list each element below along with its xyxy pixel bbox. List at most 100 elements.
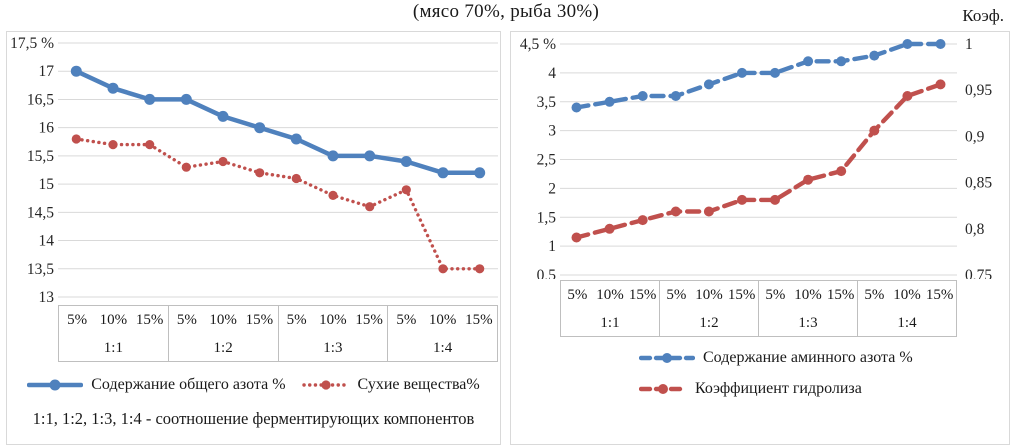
data-point-marker [836,166,847,177]
y-axis-tick-label: 13 [39,289,55,304]
left-chart-plot-area: 17,5 % 17 16,5 16 15,5 15 14,5 14 13,5 13 [10,35,498,304]
right-chart-plot-area: 4,5 % 4 3,5 3 2,5 2 1,5 1 0,5 1 0,95 0,9 0,85 0,8 0,75 [520,36,993,279]
y-axis-tick-label: 2,5 [537,152,557,169]
data-point-marker [770,194,780,205]
right-chart-legend: Содержание аминного азота % Коэффициент … [639,349,913,398]
data-point-marker [401,185,411,195]
subcategory-label: 15% [245,312,274,328]
category-group-column: 5% 10% 15% 1:4 [857,281,956,336]
subcategory-label: 15% [925,287,954,303]
legend-label: Сухие вещества% [357,376,480,393]
data-point-marker [218,156,228,167]
data-point-marker [902,39,913,49]
y-axis-tick-label: 13,5 [27,261,54,278]
data-point-marker [437,167,449,179]
legend-label: Содержание аминного азота % [703,349,913,366]
data-point-marker [737,67,747,78]
subcategory-label: 15% [727,287,756,303]
subcategory-label: 15% [135,312,164,328]
data-point-marker [475,264,485,274]
subcategory-label: 5% [666,287,687,303]
data-point-marker [400,156,412,167]
subcategory-label: 5% [396,312,417,328]
y-axis-tick-label: 15 [39,176,55,193]
data-point-marker [365,202,375,212]
legend-label: Содержание общего азота % [91,376,286,393]
y-axis-tick-label: 1,5 [537,209,557,226]
data-point-marker [254,122,266,134]
y-axis-tick-label: 2 [548,180,556,197]
data-point-marker [737,194,747,205]
y-axis-tick-label: 4 [548,65,556,82]
data-point-marker [703,206,714,217]
data-point-marker [670,206,681,217]
data-point-marker [144,93,156,105]
category-group-column: 5% 10% 15% 1:2 [167,306,278,361]
group-label: 1:2 [699,314,719,331]
data-point-marker [291,173,301,184]
category-group-column: 5% 10% 15% 1:1 [59,306,168,361]
data-point-marker [869,50,880,61]
subcategory-label: 5% [286,312,307,328]
data-point-marker [438,264,448,274]
subcategory-label: 10% [794,287,822,303]
data-point-marker [604,96,615,107]
data-point-marker [290,133,302,145]
data-point-marker [770,67,780,78]
chart-title: (мясо 70%, рыба 30%) [412,1,600,22]
series-line [74,137,482,271]
line-sample-icon [301,380,350,390]
data-point-marker [637,91,648,101]
y-axis-tick-label: 16 [39,120,55,137]
data-point-marker [180,93,192,105]
data-point-marker [71,134,81,144]
series-line [574,82,943,240]
category-group-column: 5% 10% 15% 1:2 [659,281,758,336]
secondary-y-axis-tick-label: 0,9 [965,128,985,145]
subcategory-label: 15% [355,312,383,328]
data-point-marker [364,150,376,162]
data-point-marker [935,79,946,90]
data-point-marker [145,140,155,150]
data-point-marker [571,232,582,243]
series-line [74,68,482,176]
line-sample-icon [639,384,687,394]
data-point-marker [836,56,847,67]
group-label: 1:2 [213,339,233,356]
subcategory-label: 10% [428,312,457,328]
group-label: 1:1 [600,314,620,331]
subcategory-label: 10% [893,287,921,303]
subcategory-label: 10% [99,312,128,328]
data-point-marker [107,82,119,94]
line-sample-icon [639,353,695,363]
y-axis-tick-label: 3 [548,123,556,140]
category-group-column: 5% 10% 15% 1:3 [758,281,857,336]
data-point-marker [902,91,913,101]
y-axis-tick-label: 4,5 % [520,36,556,53]
group-label: 1:4 [897,314,917,331]
data-point-marker [70,65,82,77]
subcategory-label: 10% [596,287,624,303]
y-axis-tick-label: 3,5 [537,94,557,111]
y-axis-tick-label: 16,5 [27,91,54,108]
data-point-marker [217,110,229,122]
subcategory-label: 5% [765,287,786,303]
category-group-column: 5% 10% 15% 1:3 [277,306,388,361]
data-point-marker [327,150,339,162]
data-point-marker [869,125,880,136]
y-axis-tick-label: 14 [39,233,55,250]
legend-label: Коэффициент гидролиза [695,380,862,397]
legend-item-total-nitrogen: Содержание общего азота % [27,376,286,394]
data-point-marker [803,56,814,67]
legend-item-dry-matter: Сухие вещества% [301,376,480,394]
data-point-marker [703,79,714,90]
right-axis-unit-label: Коэф. [962,6,1004,25]
data-point-marker [604,223,615,234]
subcategory-label: 15% [628,287,657,303]
data-point-marker [255,168,265,178]
subcategory-label: 10% [695,287,723,303]
left-category-axis-table: 5% 10% 15% 1:1 5% 10% 15% 1:2 5% 10% 15% 1:3 5% 10% 15… [58,305,498,362]
subcategory-label: 10% [209,312,237,328]
secondary-y-axis-tick-label: 0,8 [965,221,985,238]
